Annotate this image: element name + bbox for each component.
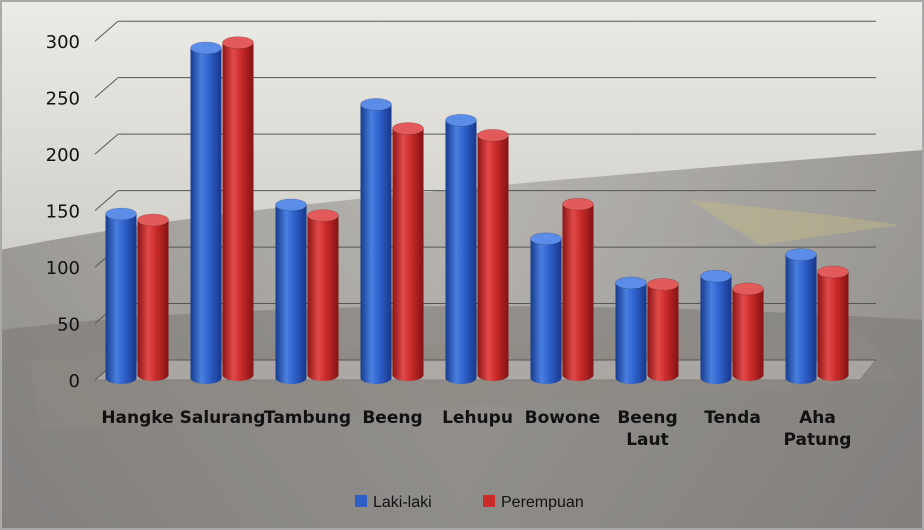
bar-body — [785, 254, 817, 384]
legend-item-perempuan: Perempuan — [483, 494, 584, 511]
bar-top — [190, 41, 222, 55]
bar-body — [615, 282, 647, 384]
bar-top — [392, 122, 424, 135]
bar-body — [647, 284, 679, 381]
bar-body — [392, 128, 424, 381]
bar-laki-laki-bowone — [530, 232, 562, 384]
y-tick-label: 100 — [46, 258, 80, 279]
bar-top — [137, 213, 169, 227]
bar-top — [785, 248, 817, 261]
bar-top — [615, 276, 647, 290]
x-tick-label: Tambung — [264, 408, 351, 428]
bar-perempuan-aha-patung — [817, 265, 849, 381]
bar-laki-laki-aha-patung — [785, 248, 817, 384]
bar-body — [360, 104, 392, 385]
bar-laki-laki-beeng — [360, 98, 392, 385]
gridline-diagonal — [94, 190, 119, 211]
bar-top — [275, 198, 307, 212]
bar-top — [222, 36, 254, 50]
x-tick-label: Tenda — [704, 408, 761, 428]
bar-laki-laki-hangke — [105, 207, 137, 384]
legend-label: Laki-laki — [373, 494, 432, 511]
x-tick-label: Aha Patung — [784, 408, 852, 450]
bar-body — [275, 204, 307, 384]
bar-body — [732, 288, 764, 381]
bar-body — [530, 238, 562, 384]
bar-perempuan-hangke — [137, 213, 169, 381]
bar-top — [700, 269, 732, 283]
bar-perempuan-beeng-laut — [647, 278, 679, 381]
bar-top — [530, 232, 562, 246]
y-tick-label: 150 — [46, 202, 80, 223]
legend: Laki-laki Perempuan — [355, 494, 584, 511]
bar-body — [137, 220, 169, 381]
legend-swatch — [483, 495, 495, 507]
bar-laki-laki-salurang — [190, 41, 222, 384]
x-tick-label: Beeng Laut — [617, 408, 677, 450]
y-tick-label: 300 — [46, 32, 80, 53]
y-axis: 0 50 100 150 200 250 300 — [46, 32, 80, 392]
bar-body — [445, 120, 477, 385]
y-tick-label: 0 — [69, 371, 80, 392]
bar-top — [562, 197, 594, 211]
bar-top — [360, 98, 392, 111]
bar-perempuan-bowone — [562, 197, 594, 381]
bar-body — [817, 271, 849, 381]
legend-item-laki-laki: Laki-laki — [355, 494, 432, 511]
gridline-diagonal — [94, 77, 119, 99]
gridline-diagonal — [94, 20, 119, 42]
bar-body — [562, 204, 594, 381]
bar-body — [222, 42, 254, 381]
bar-perempuan-lehupu — [477, 129, 509, 381]
bars — [105, 36, 849, 385]
bar-perempuan-tambung — [307, 209, 339, 381]
x-tick-label: Hangke — [101, 408, 173, 428]
bar-top — [445, 113, 477, 127]
bar-top — [105, 207, 137, 221]
bar-laki-laki-lehupu — [445, 113, 477, 385]
bar-laki-laki-tenda — [700, 269, 732, 384]
bar-body — [190, 47, 222, 384]
bar-top — [477, 129, 509, 142]
bar-top — [647, 278, 679, 291]
bar-body — [477, 135, 509, 381]
bar-body — [307, 215, 339, 381]
x-tick-label: Bowone — [525, 408, 601, 428]
x-tick-label: Beeng — [362, 408, 422, 428]
bar-body — [105, 213, 137, 384]
bar-top — [307, 209, 339, 222]
bar-perempuan-tenda — [732, 282, 764, 381]
bar-laki-laki-tambung — [275, 198, 307, 384]
legend-swatch — [355, 495, 367, 507]
x-tick-label: Salurang — [180, 408, 266, 428]
bar-perempuan-salurang — [222, 36, 254, 381]
y-tick-label: 250 — [46, 89, 80, 110]
y-tick-label: 50 — [57, 315, 80, 336]
bar-top — [732, 282, 764, 296]
bar-body — [700, 276, 732, 384]
bar-laki-laki-beeng-laut — [615, 276, 647, 384]
bar-top — [817, 265, 849, 279]
gridline-diagonal — [94, 133, 119, 155]
bar-perempuan-beeng — [392, 122, 424, 381]
x-tick-label: Lehupu — [442, 408, 513, 428]
y-tick-label: 200 — [46, 145, 80, 166]
legend-label: Perempuan — [501, 494, 584, 511]
